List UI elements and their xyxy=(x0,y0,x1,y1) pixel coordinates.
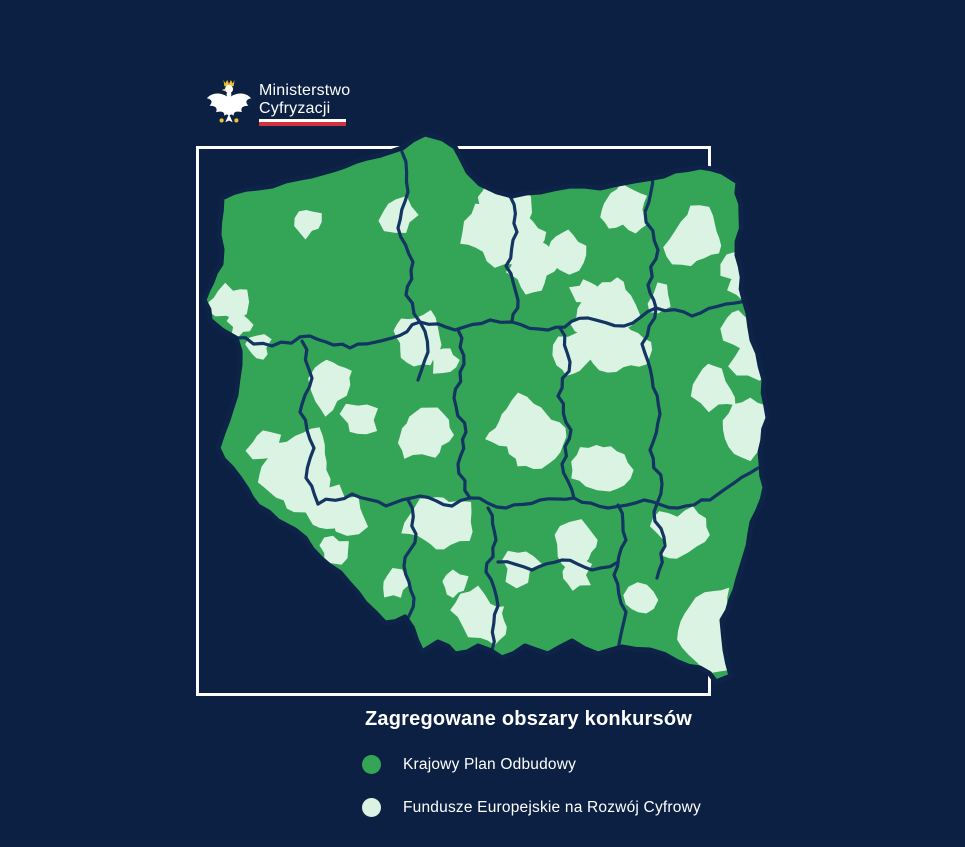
legend-item-feRC: Fundusze Europejskie na Rozwój Cyfrowy xyxy=(362,798,701,817)
map-legend: Zagregowane obszary konkursów Krajowy Pl… xyxy=(362,708,701,817)
polish-eagle-icon xyxy=(206,79,252,123)
ministry-logo: Ministerstwo Cyfryzacji xyxy=(205,76,350,128)
country-outline xyxy=(201,131,771,685)
flag-stripe xyxy=(259,119,346,126)
ministry-name-line2: Cyfryzacji xyxy=(259,99,331,117)
poland-map xyxy=(201,131,771,685)
kpo-label: Krajowy Plan Odbudowy xyxy=(403,755,577,773)
ministry-name: Ministerstwo Cyfryzacji xyxy=(259,76,350,128)
ferc-color-swatch xyxy=(362,798,381,817)
ferc-label: Fundusze Europejskie na Rozwój Cyfrowy xyxy=(403,798,701,816)
legend-item-kpo: Krajowy Plan Odbudowy xyxy=(362,755,701,774)
ministry-name-line1: Ministerstwo xyxy=(259,82,351,99)
legend-title: Zagregowane obszary konkursów xyxy=(365,708,692,730)
flag-red-bar xyxy=(259,122,346,126)
kpo-color-swatch xyxy=(362,755,381,774)
flag-white-bar xyxy=(259,119,346,122)
voivodeship-borders xyxy=(234,150,760,652)
